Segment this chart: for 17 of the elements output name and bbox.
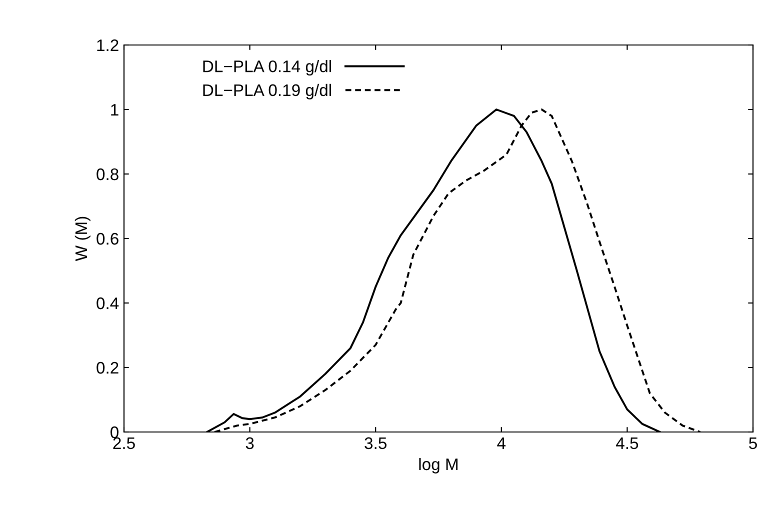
y-tick-label: 0.2 xyxy=(96,362,118,374)
x-tick-label: 2.5 xyxy=(113,437,135,450)
y-tick-label: 1.2 xyxy=(97,39,118,52)
y-tick-label: 0.4 xyxy=(96,297,119,310)
legend-label: DL−PLA 0.14 g/dl xyxy=(203,60,331,76)
y-axis-title: W (M) xyxy=(74,216,90,262)
x-tick-label: 4.5 xyxy=(616,437,638,450)
y-tick-label: 0.6 xyxy=(96,232,118,245)
x-tick-label: 3 xyxy=(246,437,254,450)
y-tick-label: 0.8 xyxy=(96,168,118,180)
legend-label: DL−PLA 0.19 g/dl xyxy=(203,84,331,100)
y-tick-label: 0 xyxy=(110,426,118,438)
x-tick-label: 4 xyxy=(497,437,506,449)
y-tick-label: 1 xyxy=(111,104,118,116)
x-axis-title: log M xyxy=(419,458,458,474)
x-tick-label: 3.5 xyxy=(364,437,386,450)
x-tick-label: 5 xyxy=(749,437,757,450)
